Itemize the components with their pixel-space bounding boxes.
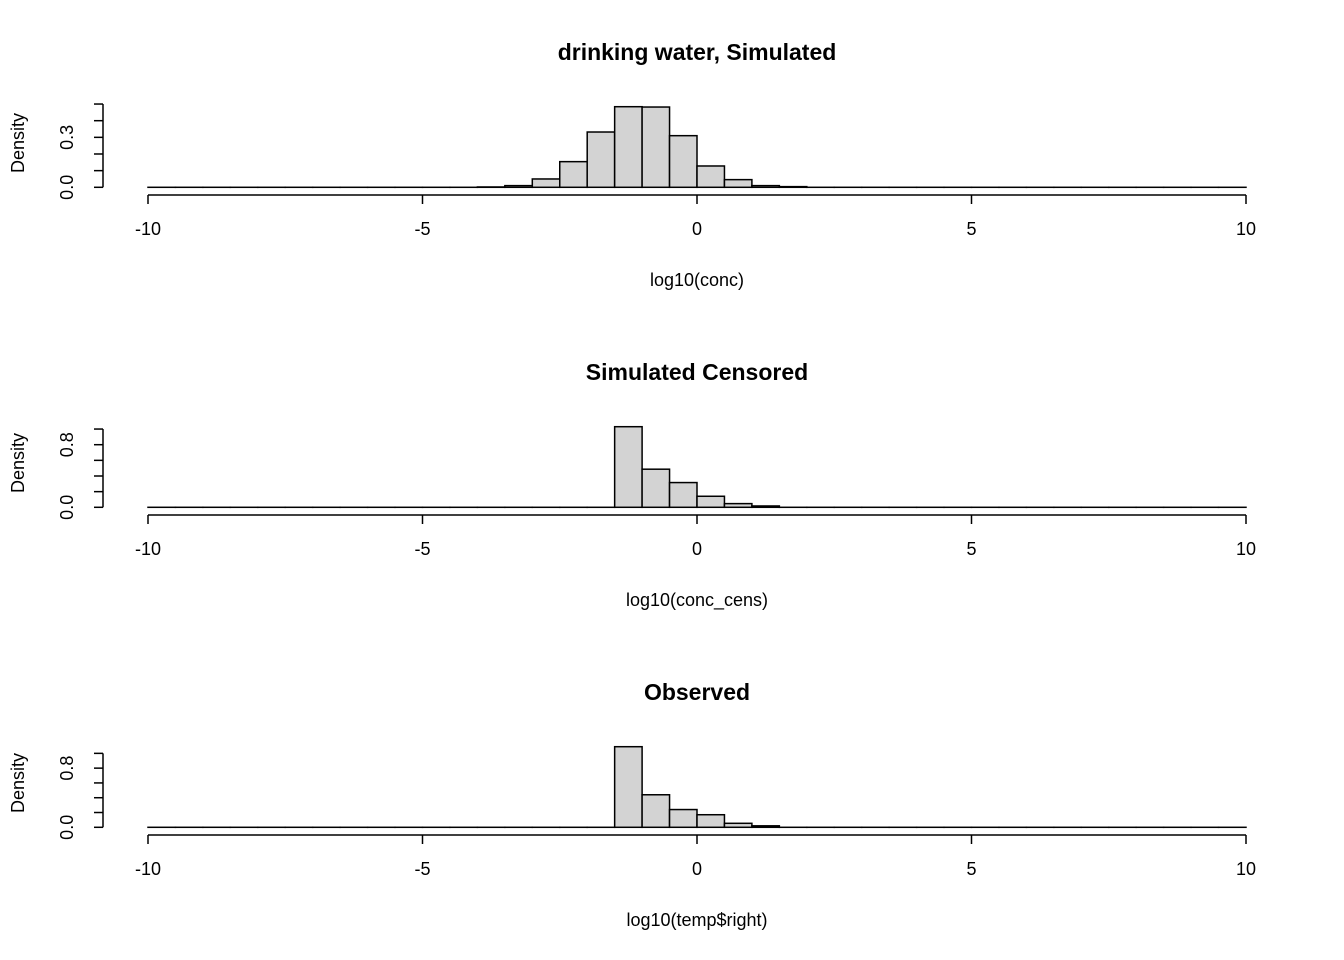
histogram-bar: [531, 178, 561, 189]
x-tick-label: 10: [1236, 539, 1256, 559]
x-tick-label: 0: [692, 859, 702, 879]
histogram-bar: [641, 106, 671, 189]
histogram-bar: [696, 495, 726, 509]
x-axis-label: log10(conc_cens): [626, 590, 768, 611]
y-tick-label: 0.3: [57, 125, 77, 150]
histogram-bar: [559, 160, 588, 189]
x-tick-label: -5: [414, 539, 430, 559]
histogram-bar: [641, 468, 671, 509]
x-tick-label: 0: [692, 219, 702, 239]
histogram-bar: [586, 131, 616, 189]
x-tick-label: -10: [135, 539, 161, 559]
x-tick-label: 5: [966, 859, 976, 879]
histogram-bar: [723, 502, 753, 509]
chart-title: drinking water, Simulated: [558, 39, 837, 65]
y-tick-label: 0.8: [57, 432, 77, 457]
y-axis-label: Density: [8, 113, 28, 173]
x-tick-label: -5: [414, 219, 430, 239]
x-tick-label: 5: [966, 539, 976, 559]
histogram-bar: [668, 808, 698, 829]
histogram-panel-2: Simulated Censored log10(conc_cens) Densit…: [8, 359, 1256, 611]
y-tick-label: 0.0: [57, 815, 77, 840]
x-tick-label: -10: [135, 859, 161, 879]
histogram-bar: [723, 822, 753, 829]
histogram-bar: [723, 178, 753, 189]
x-tick-label: -5: [414, 859, 430, 879]
histogram-bar: [751, 184, 781, 189]
y-axis-label: Density: [8, 753, 28, 813]
histogram-panel-1: drinking water, Simulated log10(conc) Dens…: [8, 39, 1256, 290]
y-tick-label: 0.0: [57, 495, 77, 520]
histogram-bar: [668, 134, 698, 189]
y-tick-label: 0.8: [57, 756, 77, 781]
histogram-bar: [751, 505, 781, 509]
x-tick-label: -10: [135, 219, 161, 239]
histogram-bar: [613, 105, 643, 189]
histogram-bar: [613, 425, 643, 509]
chart-title: Simulated Censored: [586, 359, 808, 385]
x-tick-label: 5: [966, 219, 976, 239]
chart-title: Observed: [644, 679, 750, 705]
x-tick-label: 10: [1236, 859, 1256, 879]
histogram-panel-3: Observed log10(temp$right) Density -10 -5 0 5 1…: [8, 679, 1256, 930]
x-axis-label: log10(temp$right): [626, 910, 767, 930]
histogram-bar: [751, 825, 781, 829]
histogram-bar: [668, 481, 698, 509]
histogram-bar: [613, 745, 643, 829]
histogram-bar: [696, 813, 726, 829]
x-tick-label: 0: [692, 539, 702, 559]
histogram-bar: [696, 165, 726, 189]
histogram-bar: [778, 185, 808, 189]
x-tick-label: 10: [1236, 219, 1256, 239]
histogram-bar: [641, 794, 671, 829]
y-axis-label: Density: [8, 433, 28, 493]
x-axis-label: log10(conc): [650, 270, 744, 290]
y-tick-label: 0.0: [57, 175, 77, 200]
histogram-bar: [504, 184, 534, 189]
